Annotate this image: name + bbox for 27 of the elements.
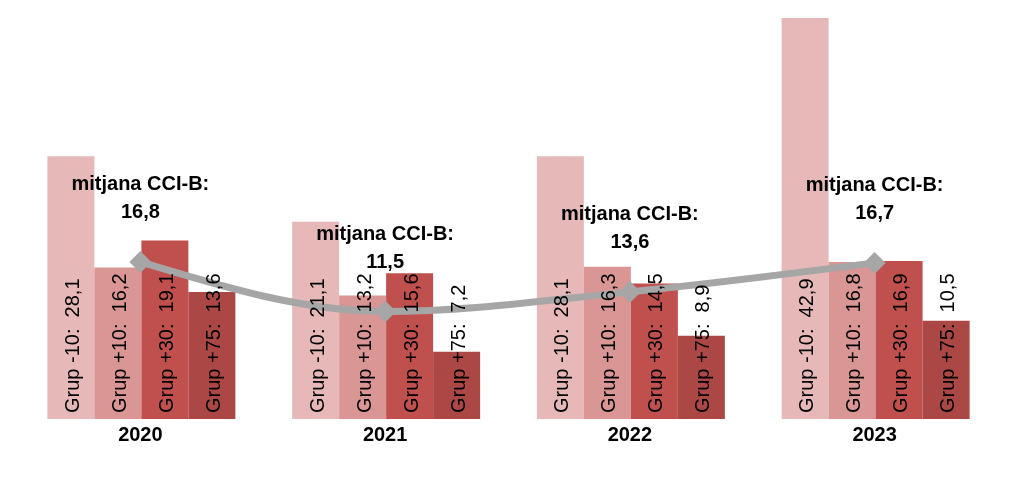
text: Grup +30: 16,9 bbox=[889, 273, 912, 413]
text: Grup +75: 7,2 bbox=[446, 284, 469, 413]
text: Grup +10: 16,2 bbox=[107, 273, 130, 413]
text: Grup -10: 42,9 bbox=[795, 278, 818, 413]
text: Grup +10: 16,8 bbox=[842, 273, 865, 413]
data-label: mitjana CCI-B: 16,8 bbox=[71, 171, 210, 222]
text: Grup +30: 14,5 bbox=[644, 273, 667, 413]
point bbox=[129, 250, 152, 273]
x-tick-label: 2021 bbox=[362, 423, 408, 446]
text: Grup +75: 8,9 bbox=[691, 284, 714, 413]
data-label: mitjana CCI-B: 13,6 bbox=[560, 201, 699, 252]
text: Grup +75: 13,6 bbox=[201, 273, 224, 413]
text: Grup -10: 28,1 bbox=[550, 278, 573, 413]
text: Grup +30: 19,1 bbox=[154, 273, 177, 413]
point bbox=[618, 280, 641, 303]
data-label: mitjana CCI-B: 11,5 bbox=[316, 221, 455, 272]
point bbox=[863, 251, 886, 274]
x-tick-label: 2023 bbox=[852, 423, 897, 446]
text: Grup +10: 16,3 bbox=[597, 273, 620, 413]
x-tick-label: 2022 bbox=[607, 423, 653, 446]
text: Grup -10: 28,1 bbox=[60, 278, 83, 413]
data-label: mitjana CCI-B: 16,7 bbox=[805, 172, 944, 223]
text: Grup +30: 15,6 bbox=[399, 273, 422, 413]
text: Grup +10: 13,2 bbox=[352, 273, 375, 413]
text: Grup -10: 21,1 bbox=[305, 278, 328, 413]
text: Grup +75: 10,5 bbox=[936, 273, 959, 413]
x-tick-label: 2020 bbox=[118, 423, 163, 446]
